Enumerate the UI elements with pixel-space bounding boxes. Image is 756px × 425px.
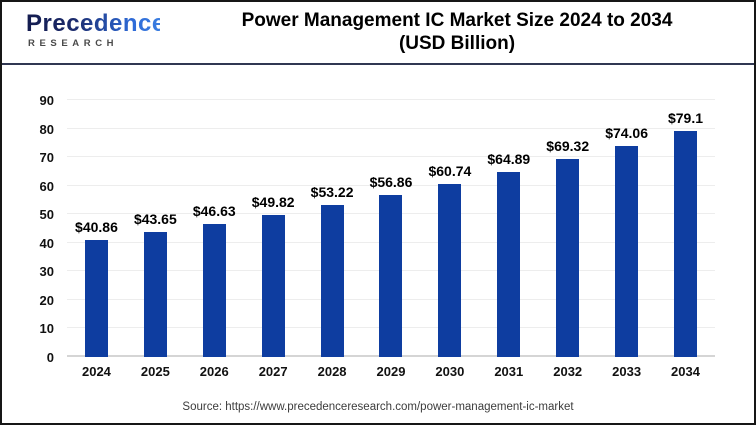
y-axis-tick-label: 60 xyxy=(39,178,54,194)
x-axis-label: 2029 xyxy=(376,364,406,379)
bar-slot: $69.32 xyxy=(538,100,597,357)
bar-slot: $40.86 xyxy=(67,100,126,357)
bar-value-label: $74.06 xyxy=(605,124,649,141)
chart-title-line1: Power Management IC Market Size 2024 to … xyxy=(241,10,673,31)
bar-value-label: $56.86 xyxy=(369,173,413,190)
y-axis-tick-label: 90 xyxy=(39,93,54,108)
bars-container: $40.86 $43.65 $46.63 $49.82 $53.22 $56.86 $60.… xyxy=(67,100,715,357)
gridline xyxy=(67,127,715,129)
y-axis-tick-label: 0 xyxy=(46,350,54,365)
bar-value-label: $64.89 xyxy=(487,150,531,167)
y-axis-tick-label: 20 xyxy=(39,292,54,308)
bar-slot: $49.82 xyxy=(244,100,303,357)
bar xyxy=(497,171,521,357)
gridline xyxy=(67,99,715,100)
bar xyxy=(84,240,108,357)
x-axis-label: 2025 xyxy=(140,364,170,379)
bar-slot: $64.89 xyxy=(479,100,538,357)
bar xyxy=(674,131,698,357)
y-axis: 0 10 20 30 40 50 60 70 80 90 xyxy=(2,93,58,365)
brand-name: Precedence xyxy=(26,10,166,37)
bar-slot: $46.63 xyxy=(185,100,244,357)
bar-slot: $79.1 xyxy=(656,100,715,357)
bar xyxy=(261,214,285,357)
bar xyxy=(143,232,167,357)
page-title: Power Management IC Market Size 2024 to … xyxy=(160,2,754,55)
chart-title-line2: (USD Billion) xyxy=(398,33,516,54)
bar xyxy=(438,183,462,357)
bar xyxy=(202,223,226,357)
brand-logo: Precedence RESEARCH xyxy=(2,2,166,49)
bar xyxy=(320,205,344,357)
bar-value-label: $49.82 xyxy=(251,193,295,210)
x-axis-label: 2034 xyxy=(671,364,700,379)
bar xyxy=(615,145,639,357)
bar xyxy=(379,194,403,357)
x-axis-label: 2024 xyxy=(81,364,111,379)
gridline xyxy=(67,156,715,158)
bar-value-label: $46.63 xyxy=(192,202,236,219)
x-axis-label: 2030 xyxy=(435,364,465,379)
plot-area: $40.86 $43.65 $46.63 $49.82 $53.22 $56.86 $60.… xyxy=(67,99,715,357)
brand-subtitle: RESEARCH xyxy=(28,38,119,49)
bar-slot: $60.74 xyxy=(420,100,479,357)
gridline xyxy=(67,184,715,186)
y-axis-tick-label: 30 xyxy=(39,264,54,280)
bar-slot: $74.06 xyxy=(597,100,656,357)
bar-value-label: $53.22 xyxy=(310,184,354,201)
bar-slot: $53.22 xyxy=(303,100,362,357)
x-axis-label: 2031 xyxy=(494,364,524,379)
x-axis-label: 2032 xyxy=(553,364,583,379)
bar-value-label: $43.65 xyxy=(133,211,177,228)
y-axis-tick-label: 70 xyxy=(39,150,54,166)
bar xyxy=(556,159,580,357)
x-axis-label: 2027 xyxy=(258,364,288,379)
source-text: Source: https://www.precedenceresearch.c… xyxy=(182,401,574,413)
bar-chart: 0 10 20 30 40 50 60 70 80 90 $40.86 $43.65 $46.63 $4… xyxy=(2,65,754,390)
y-axis-tick-label: 40 xyxy=(39,235,54,251)
x-axis-label: 2033 xyxy=(612,364,642,379)
y-axis-tick-label: 50 xyxy=(39,207,54,223)
header: Precedence RESEARCH Power Management IC … xyxy=(2,2,754,65)
x-axis-label: 2028 xyxy=(317,364,347,379)
bar-slot: $43.65 xyxy=(126,100,185,357)
bar-value-label: $69.32 xyxy=(546,138,590,155)
y-axis-tick-label: 10 xyxy=(39,321,54,337)
bar-value-label: $40.86 xyxy=(75,219,118,236)
y-axis-tick-label: 80 xyxy=(39,121,54,137)
bar-slot: $56.86 xyxy=(362,100,421,357)
bar-value-label: $60.74 xyxy=(428,162,472,179)
x-axis-label: 2026 xyxy=(199,364,229,379)
x-axis: 2024 2025 2026 2027 2028 2029 2030 2031 2032 2033… xyxy=(67,364,715,379)
bar-value-label: $79.1 xyxy=(667,110,704,127)
footer: Source: https://www.precedenceresearch.c… xyxy=(2,401,754,413)
